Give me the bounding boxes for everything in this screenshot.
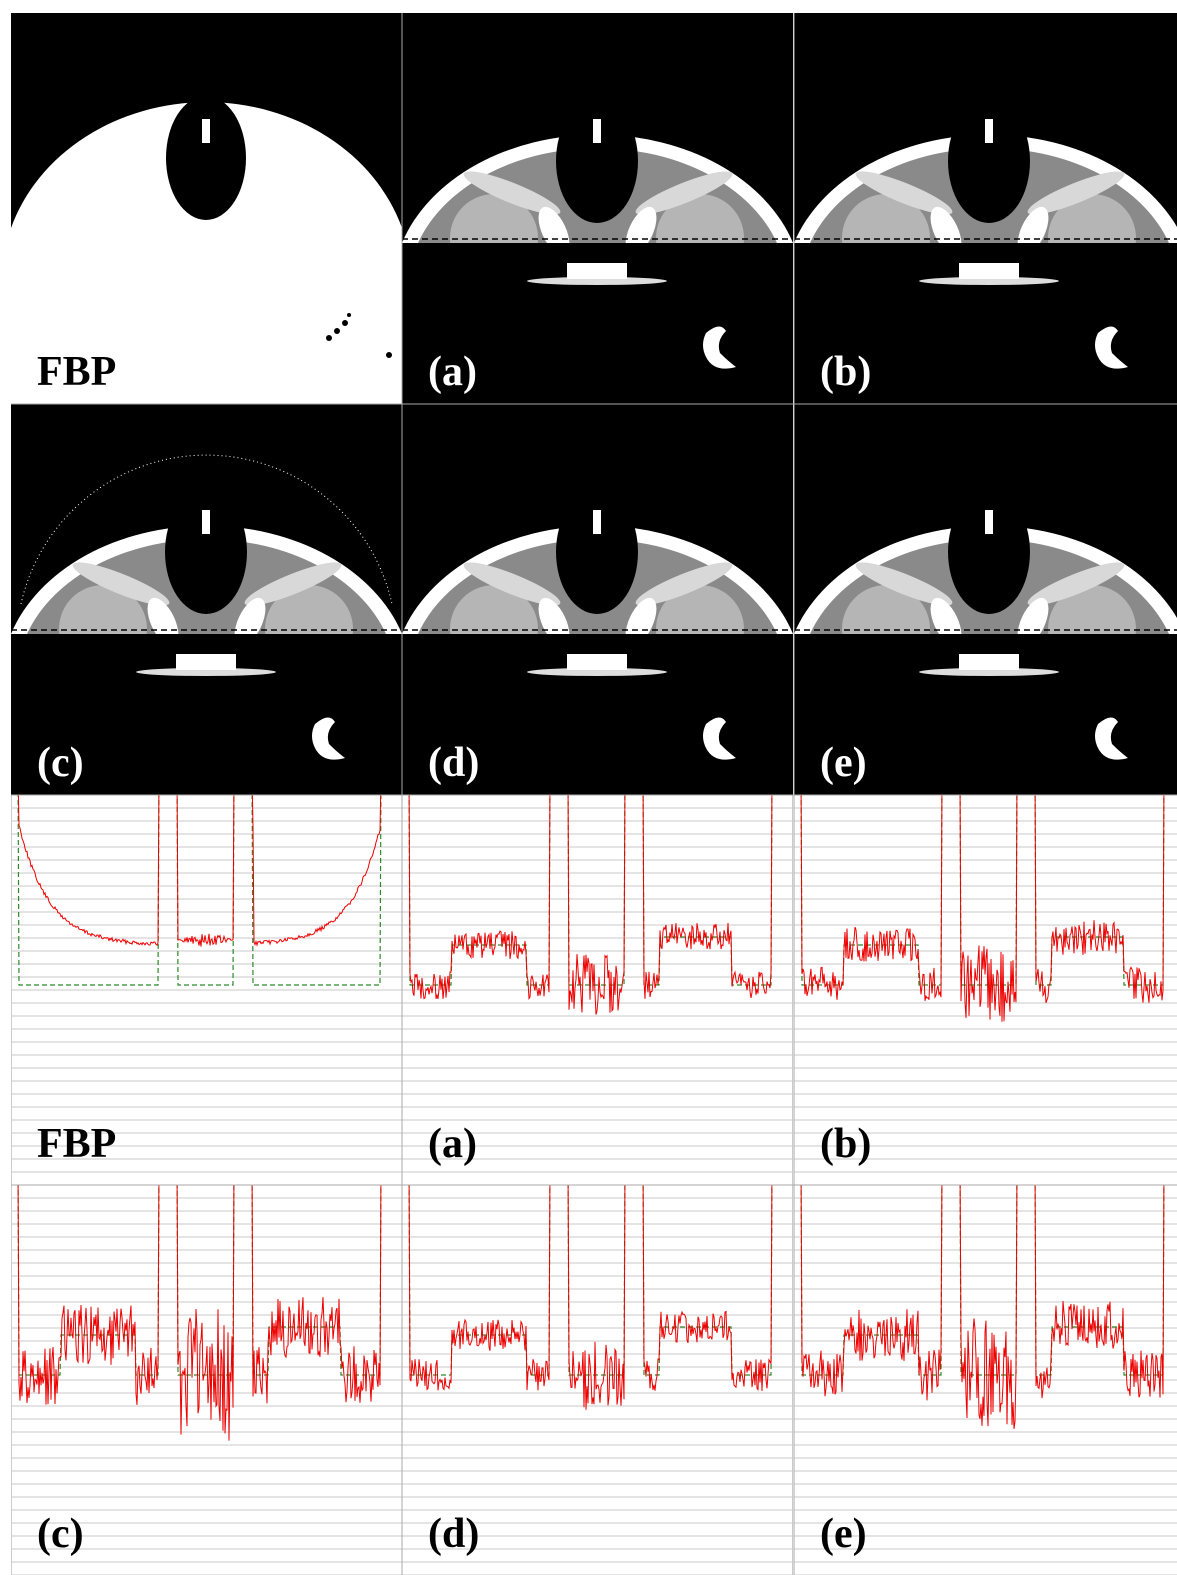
panel: (c) xyxy=(11,1165,402,1575)
panel-label: FBP xyxy=(37,349,116,395)
panel: (d) xyxy=(402,404,793,795)
panel: FBP xyxy=(11,775,402,1186)
panel-label: (a) xyxy=(428,349,477,395)
ct-image xyxy=(11,13,402,404)
panel: (a) xyxy=(402,13,793,404)
panel-label: (c) xyxy=(37,740,84,786)
panel: (e) xyxy=(794,404,1177,795)
ct-image xyxy=(794,404,1177,795)
ct-image xyxy=(402,13,793,404)
page: {"panels": { "images": ["FBP", "(a)", "(… xyxy=(0,0,1177,1575)
panel: (b) xyxy=(794,775,1177,1186)
ct-image xyxy=(402,404,793,795)
panel-label: (b) xyxy=(820,1121,871,1167)
panel-label: (e) xyxy=(820,1511,867,1557)
panel-label: (d) xyxy=(428,740,479,786)
panel: (a) xyxy=(402,775,793,1186)
panel: FBP xyxy=(11,13,402,404)
panel-label: (b) xyxy=(820,349,871,395)
panel: (e) xyxy=(794,1165,1177,1575)
panel-label: (d) xyxy=(428,1511,479,1557)
panel-label: (e) xyxy=(820,740,867,786)
panel: (c) xyxy=(11,404,402,795)
panel-label: (c) xyxy=(37,1511,84,1557)
figure: FBP (a) (b) (c) (d) (e) FBP (a) (b) (c) (d) (e) xyxy=(0,0,1177,1575)
panel: (b) xyxy=(794,13,1177,404)
panel: (d) xyxy=(402,1165,793,1575)
panel-label: FBP xyxy=(37,1121,116,1167)
ct-image xyxy=(11,404,402,795)
panel-label: (a) xyxy=(428,1121,477,1167)
ct-image xyxy=(794,13,1177,404)
